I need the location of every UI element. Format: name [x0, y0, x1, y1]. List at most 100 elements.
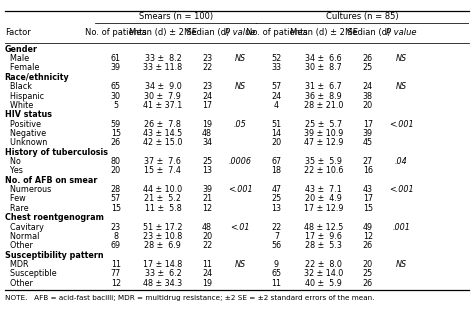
Text: Numerous: Numerous — [5, 185, 51, 194]
Text: 28: 28 — [111, 185, 121, 194]
Text: 20 ±  4.9: 20 ± 4.9 — [305, 194, 342, 203]
Text: 13: 13 — [272, 204, 282, 213]
Text: No. of AFB on smear: No. of AFB on smear — [5, 176, 97, 185]
Text: 51 ± 17.2: 51 ± 17.2 — [143, 223, 182, 232]
Text: 5: 5 — [113, 101, 118, 110]
Text: 39 ± 10.9: 39 ± 10.9 — [304, 129, 343, 138]
Text: 48 ± 34.3: 48 ± 34.3 — [143, 279, 182, 288]
Text: 25: 25 — [363, 269, 373, 278]
Text: 17 ± 12.9: 17 ± 12.9 — [304, 204, 343, 213]
Text: Mean (d) ± 2 SE: Mean (d) ± 2 SE — [129, 28, 197, 37]
Text: 38: 38 — [363, 91, 373, 100]
Text: 41 ± 37.1: 41 ± 37.1 — [143, 101, 182, 110]
Text: 26: 26 — [363, 241, 373, 250]
Text: Black: Black — [5, 82, 32, 91]
Text: NOTE.   AFB = acid-fast bacilli; MDR = multidrug resistance; ±2 SE = ±2 standard: NOTE. AFB = acid-fast bacilli; MDR = mul… — [5, 295, 374, 301]
Text: Factor: Factor — [5, 28, 30, 37]
Text: Rare: Rare — [5, 204, 28, 213]
Text: 40 ±  5.9: 40 ± 5.9 — [305, 279, 342, 288]
Text: 8: 8 — [113, 232, 118, 241]
Text: 30 ±  7.9: 30 ± 7.9 — [145, 91, 182, 100]
Text: 23: 23 — [202, 54, 212, 63]
Text: 25: 25 — [271, 194, 282, 203]
Text: 47 ± 12.9: 47 ± 12.9 — [304, 138, 343, 147]
Text: 26: 26 — [363, 279, 373, 288]
Text: 43: 43 — [363, 185, 373, 194]
Text: 25 ±  5.7: 25 ± 5.7 — [305, 120, 342, 129]
Text: NS: NS — [395, 260, 407, 269]
Text: 24: 24 — [202, 91, 212, 100]
Text: 17: 17 — [363, 120, 373, 129]
Text: Male: Male — [5, 54, 29, 63]
Text: 22: 22 — [202, 64, 212, 73]
Text: 19: 19 — [202, 279, 212, 288]
Text: 30: 30 — [111, 91, 121, 100]
Text: 26 ±  7.8: 26 ± 7.8 — [145, 120, 182, 129]
Text: 48 ± 12.5: 48 ± 12.5 — [304, 223, 343, 232]
Text: 34 ±  6.6: 34 ± 6.6 — [305, 54, 342, 63]
Text: 48: 48 — [202, 223, 212, 232]
Text: 20: 20 — [202, 232, 212, 241]
Text: 4: 4 — [274, 101, 279, 110]
Text: 34: 34 — [202, 138, 212, 147]
Text: <.001: <.001 — [389, 185, 413, 194]
Text: .04: .04 — [394, 157, 407, 166]
Text: 39: 39 — [363, 129, 373, 138]
Text: .05: .05 — [234, 120, 246, 129]
Text: 80: 80 — [111, 157, 121, 166]
Text: <.01: <.01 — [230, 223, 250, 232]
Text: 11 ±  5.8: 11 ± 5.8 — [145, 204, 181, 213]
Text: 33 ± 11.8: 33 ± 11.8 — [143, 64, 182, 73]
Text: 11: 11 — [272, 279, 282, 288]
Text: 17: 17 — [363, 194, 373, 203]
Text: 48: 48 — [202, 129, 212, 138]
Text: 12: 12 — [363, 232, 373, 241]
Text: 43 ±  7.1: 43 ± 7.1 — [305, 185, 342, 194]
Text: 20: 20 — [111, 166, 121, 175]
Text: 24: 24 — [272, 91, 282, 100]
Text: Race/ethnicity: Race/ethnicity — [5, 73, 70, 82]
Text: 33 ±  8.2: 33 ± 8.2 — [145, 54, 181, 63]
Text: NS: NS — [235, 82, 246, 91]
Text: 14: 14 — [272, 129, 282, 138]
Text: 20: 20 — [363, 101, 373, 110]
Text: 77: 77 — [110, 269, 121, 278]
Text: 51: 51 — [272, 120, 282, 129]
Text: 22 ±  8.0: 22 ± 8.0 — [305, 260, 342, 269]
Text: Gender: Gender — [5, 45, 38, 54]
Text: 15: 15 — [111, 129, 121, 138]
Text: <.001: <.001 — [389, 120, 413, 129]
Text: 24: 24 — [363, 82, 373, 91]
Text: 34 ±  9.0: 34 ± 9.0 — [145, 82, 181, 91]
Text: 28 ±  5.3: 28 ± 5.3 — [305, 241, 342, 250]
Text: 17: 17 — [202, 101, 212, 110]
Text: 23: 23 — [111, 223, 121, 232]
Text: 23 ± 10.8: 23 ± 10.8 — [143, 232, 182, 241]
Text: 31 ±  6.7: 31 ± 6.7 — [305, 82, 342, 91]
Text: White: White — [5, 101, 33, 110]
Text: 57: 57 — [110, 194, 121, 203]
Text: Hispanic: Hispanic — [5, 91, 44, 100]
Text: No. of patients: No. of patients — [246, 28, 307, 37]
Text: Unknown: Unknown — [5, 138, 47, 147]
Text: Few: Few — [5, 194, 26, 203]
Text: 33: 33 — [272, 64, 282, 73]
Text: NS: NS — [395, 54, 407, 63]
Text: 69: 69 — [111, 241, 121, 250]
Text: 13: 13 — [202, 166, 212, 175]
Text: P value: P value — [225, 28, 255, 37]
Text: 26: 26 — [363, 54, 373, 63]
Text: 39: 39 — [111, 64, 121, 73]
Text: 36 ±  8.9: 36 ± 8.9 — [305, 91, 342, 100]
Text: 45: 45 — [363, 138, 373, 147]
Text: 39: 39 — [202, 185, 212, 194]
Text: 22: 22 — [271, 223, 282, 232]
Text: 30 ±  8.7: 30 ± 8.7 — [305, 64, 342, 73]
Text: 47: 47 — [272, 185, 282, 194]
Text: Susceptibility pattern: Susceptibility pattern — [5, 250, 103, 260]
Text: 20: 20 — [363, 260, 373, 269]
Text: 12: 12 — [202, 204, 212, 213]
Text: 15 ±  7.4: 15 ± 7.4 — [145, 166, 182, 175]
Text: NS: NS — [235, 54, 246, 63]
Text: 35 ±  5.9: 35 ± 5.9 — [305, 157, 342, 166]
